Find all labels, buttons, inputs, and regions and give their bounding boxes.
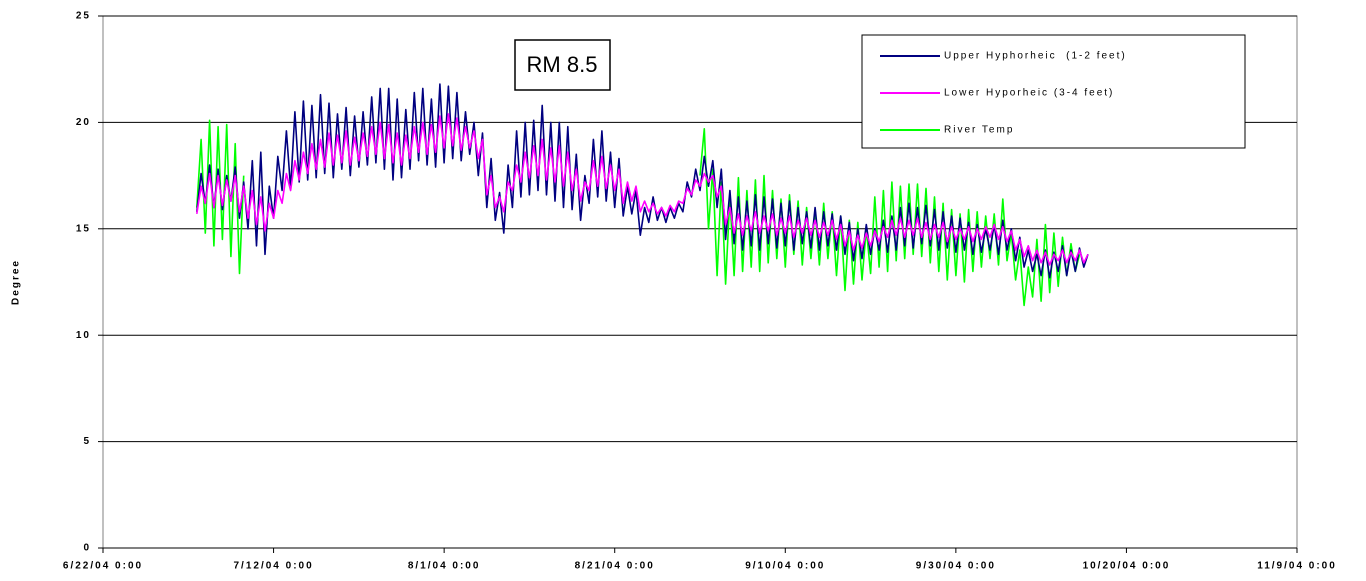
annotation-box bbox=[514, 39, 611, 91]
series-line bbox=[196, 113, 1089, 266]
y-tick-label: 0 bbox=[83, 543, 91, 554]
x-tick-label: 6/22/04 0:00 bbox=[63, 561, 143, 572]
legend-label: Upper Hyphorheic (1-2 feet) bbox=[944, 51, 1127, 62]
x-tick-label: 9/10/04 0:00 bbox=[745, 561, 825, 572]
x-tick-label: 8/1/04 0:00 bbox=[408, 561, 481, 572]
x-tick-label: 10/20/04 0:00 bbox=[1083, 561, 1171, 572]
legend-label: River Temp bbox=[944, 125, 1014, 136]
x-tick-label: 8/21/04 0:00 bbox=[575, 561, 655, 572]
y-axis-label: Degree bbox=[11, 259, 22, 305]
y-tick-label: 15 bbox=[76, 223, 91, 234]
legend: Upper Hyphorheic (1-2 feet) Lower Hyporhe… bbox=[861, 34, 1246, 149]
legend-label: Lower Hyporheic (3-4 feet) bbox=[944, 88, 1114, 99]
annotation: RM 8.5 bbox=[527, 52, 598, 77]
x-tick-label: 11/9/04 0:00 bbox=[1257, 561, 1337, 572]
y-tick-label: 5 bbox=[83, 436, 91, 447]
y-tick-label: 25 bbox=[76, 11, 91, 22]
y-tick-label: 20 bbox=[76, 117, 91, 128]
y-tick-label: 10 bbox=[76, 330, 91, 341]
x-tick-label: 9/30/04 0:00 bbox=[916, 561, 996, 572]
x-tick-label: 7/12/04 0:00 bbox=[233, 561, 313, 572]
series-line bbox=[196, 83, 1089, 279]
